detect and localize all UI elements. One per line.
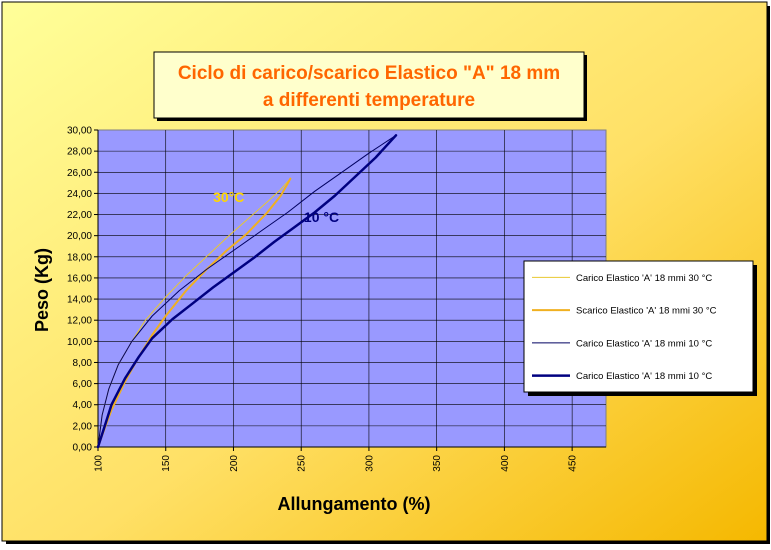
y-axis-title: Peso (Kg) xyxy=(32,248,52,332)
x-axis-title: Allungamento (%) xyxy=(278,494,431,514)
legend-label-1: Carico Elastico 'A' 18 mmi 30 °C xyxy=(576,273,712,284)
x-tick-label: 300 xyxy=(364,455,375,472)
y-tick-label: 0,00 xyxy=(73,443,93,454)
x-tick-label: 400 xyxy=(500,455,511,472)
y-tick-label: 10,00 xyxy=(67,337,92,348)
legend-box xyxy=(523,260,754,393)
y-tick-label: 2,00 xyxy=(73,421,93,432)
x-tick-label: 200 xyxy=(229,455,240,472)
y-tick-label: 6,00 xyxy=(73,379,93,390)
x-tick-label: 450 xyxy=(568,455,579,472)
y-tick-label: 4,00 xyxy=(73,400,93,411)
legend-label-4: Carico Elastico 'A' 18 mmi 10 °C xyxy=(576,371,712,382)
y-tick-label: 30,00 xyxy=(67,126,92,137)
y-tick-label: 24,00 xyxy=(67,189,92,200)
y-tick-label: 22,00 xyxy=(67,210,92,221)
grid-layer xyxy=(98,130,606,447)
y-tick-label: 16,00 xyxy=(67,273,92,284)
chart-title-line-2: a differenti temperature xyxy=(263,90,475,111)
annotation-layer: 30°C 10 °C xyxy=(213,189,339,225)
x-tick-label: 250 xyxy=(297,455,308,472)
y-tick-label: 28,00 xyxy=(67,147,92,158)
y-tick-label: 26,00 xyxy=(67,168,92,179)
y-tick-label: 8,00 xyxy=(73,358,93,369)
x-tick-label: 150 xyxy=(161,455,172,472)
x-tick-label: 100 xyxy=(94,455,105,472)
annotation-label: 30°C xyxy=(213,189,244,205)
y-tick-label: 18,00 xyxy=(67,252,92,263)
annotation-label: 10 °C xyxy=(304,209,339,225)
series-line-4 xyxy=(96,134,398,449)
chart-title-line-1: Ciclo di carico/scarico Elastico "A" 18 … xyxy=(178,63,560,84)
legend-label-3: Carico Elastico 'A' 18 mmi 10 °C xyxy=(576,338,712,349)
y-tick-label: 12,00 xyxy=(67,316,92,327)
y-tick-label: 20,00 xyxy=(67,231,92,242)
title-box xyxy=(153,51,585,119)
chart-shadow-bottom xyxy=(6,541,770,544)
series-layer xyxy=(96,134,398,449)
y-tick-label: 14,00 xyxy=(67,295,92,306)
chart-shadow-right xyxy=(767,6,770,543)
x-tick-label: 350 xyxy=(432,455,443,472)
legend-label-2: Scarico Elastico 'A' 18 mmi 30 °C xyxy=(576,306,717,317)
series-line-3 xyxy=(97,134,397,448)
legend-layer: Carico Elastico 'A' 18 mmi 30 °C Scarico … xyxy=(532,273,717,382)
axis-layer: 0,00 2,00 4,00 6,00 8,00 10,00 12,00 14,00 16,00… xyxy=(67,126,606,472)
series-line-2 xyxy=(97,177,292,448)
